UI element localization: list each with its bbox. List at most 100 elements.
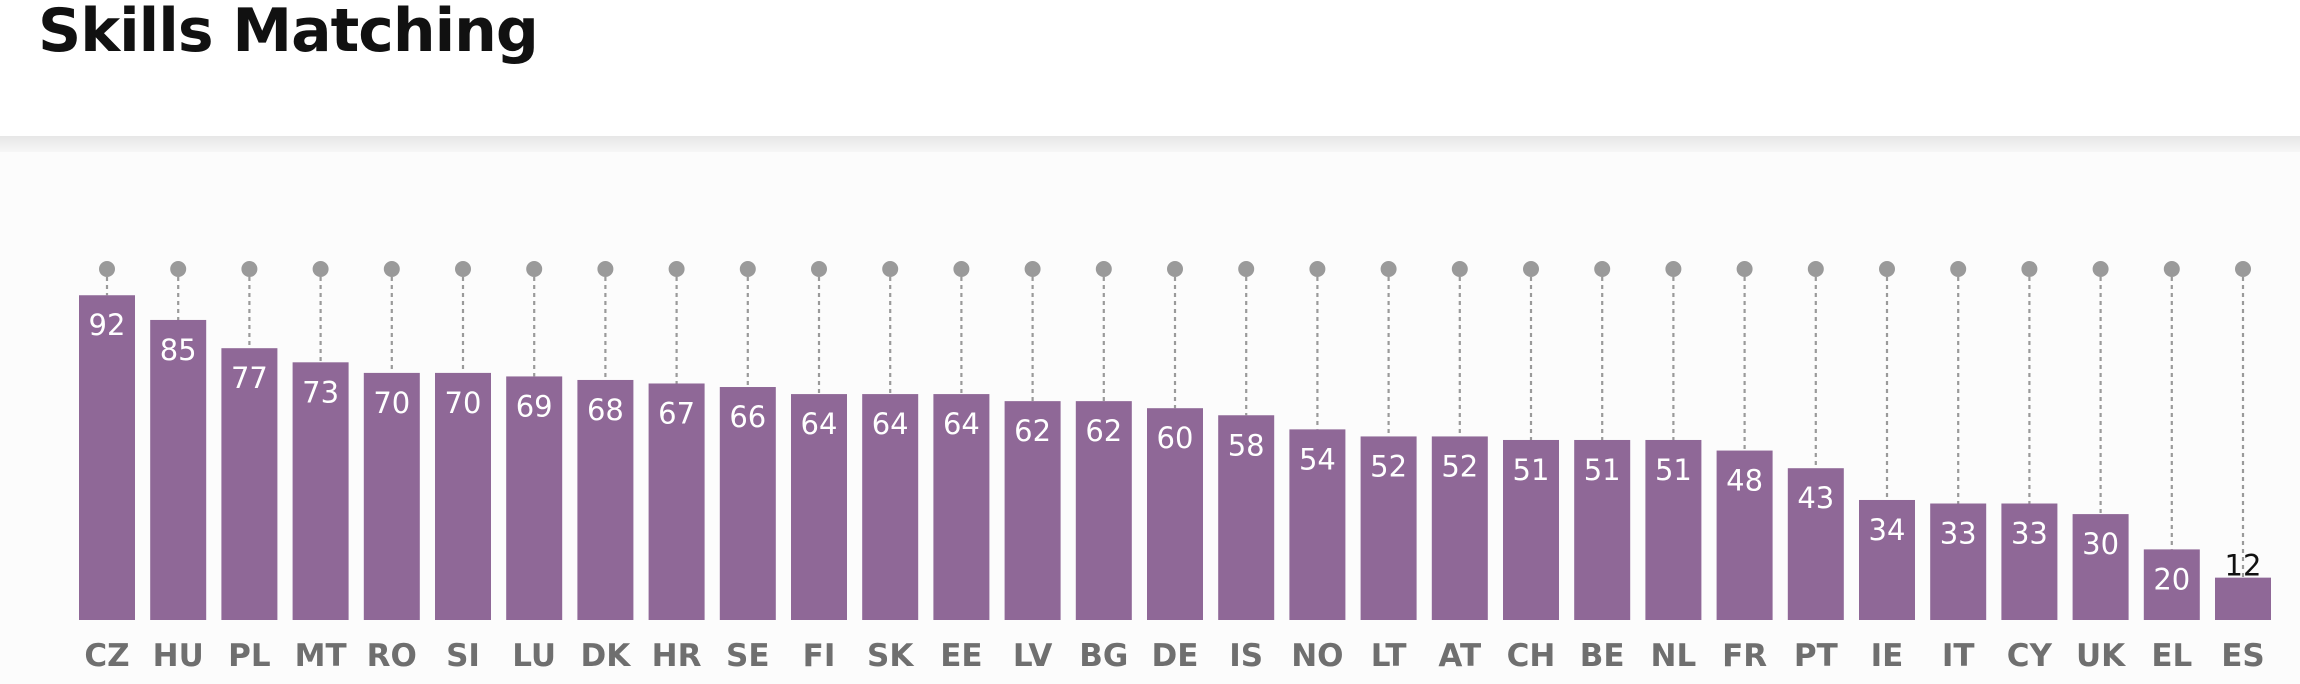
bar-dk: [577, 379, 634, 620]
value-label: 67: [658, 396, 695, 430]
value-label: 85: [160, 333, 197, 367]
category-label: CY: [2007, 638, 2053, 674]
value-label: 43: [1797, 481, 1834, 515]
page-title: Skills Matching: [38, 0, 539, 66]
bar-no: [1289, 429, 1346, 620]
category-label: LV: [1013, 638, 1052, 674]
bar-nl: [1645, 439, 1702, 620]
value-label: 64: [872, 407, 909, 441]
reference-dot: [2235, 261, 2251, 277]
bar-hr: [648, 383, 705, 620]
category-label: CH: [1507, 638, 1556, 674]
bar-at: [1431, 436, 1488, 620]
value-label: 52: [1370, 449, 1407, 483]
category-label: PL: [228, 638, 270, 674]
bar-de: [1147, 408, 1203, 620]
category-label: AT: [1438, 638, 1481, 674]
bar-cy: [2001, 503, 2058, 620]
value-label: 73: [302, 375, 339, 409]
value-label: 52: [1441, 449, 1478, 483]
reference-dot: [1167, 261, 1183, 277]
category-label: SE: [726, 638, 770, 674]
category-label: SK: [867, 638, 914, 674]
value-label: 70: [373, 386, 410, 420]
bar-lu: [506, 376, 563, 620]
value-label: 33: [1940, 517, 1977, 551]
value-label: 77: [231, 361, 268, 395]
reference-dot: [1309, 261, 1326, 277]
value-label: 12: [2225, 549, 2262, 583]
category-label: IE: [1871, 638, 1904, 674]
category-label: DE: [1152, 638, 1199, 674]
bar-pl: [221, 348, 278, 620]
reference-dot: [2163, 261, 2180, 277]
reference-dot: [1879, 261, 1895, 277]
bar-hu: [150, 319, 207, 620]
category-label: IT: [1942, 638, 1975, 674]
value-label: 69: [516, 389, 553, 423]
bar-lt: [1360, 436, 1417, 620]
value-label: 54: [1299, 442, 1336, 476]
reference-dot: [811, 261, 827, 277]
reference-dot: [2021, 261, 2038, 277]
category-label: HR: [652, 638, 702, 674]
bar-ie: [1859, 499, 1915, 620]
category-label: EL: [2151, 638, 2192, 674]
reference-dot: [1095, 261, 1112, 277]
value-label: 62: [1085, 414, 1122, 448]
value-label: 30: [2082, 527, 2119, 561]
reference-dot: [2092, 261, 2109, 277]
reference-dot: [170, 261, 187, 277]
reference-dot: [1594, 261, 1611, 277]
reference-dot: [99, 261, 115, 277]
category-label: CZ: [84, 638, 129, 674]
reference-dot: [1807, 261, 1824, 277]
bar-is: [1218, 415, 1275, 620]
reference-dot: [1665, 261, 1682, 277]
value-label: 58: [1228, 428, 1265, 462]
reference-dot: [882, 261, 899, 277]
value-label: 51: [1513, 453, 1550, 487]
bar-be: [1574, 439, 1631, 620]
value-label: 70: [445, 386, 482, 420]
category-label: SI: [446, 638, 480, 674]
reference-dot: [1451, 261, 1468, 277]
value-label: 34: [1869, 513, 1906, 547]
chart-panel: 92 CZ 85 HU 77 PL 73 MT 70 RO 70 SI 69 LU 68 DK 67 HR 66 SE…: [0, 152, 2300, 684]
reference-dot: [1523, 261, 1539, 277]
bar-ro: [363, 372, 420, 620]
value-label: 64: [801, 407, 838, 441]
reference-dot: [1736, 261, 1753, 277]
bar-uk: [2072, 514, 2129, 620]
reference-dot: [1024, 261, 1041, 277]
value-label: 62: [1014, 414, 1051, 448]
value-label: 33: [2011, 517, 2048, 551]
category-label: LT: [1371, 638, 1407, 674]
bar-mt: [292, 362, 349, 620]
category-label: RO: [367, 638, 417, 674]
value-label: 66: [729, 400, 766, 434]
category-label: HU: [153, 638, 204, 674]
value-label: 48: [1726, 464, 1763, 498]
bar-ee: [933, 394, 990, 620]
bar-cz: [79, 295, 135, 620]
value-label: 60: [1157, 421, 1194, 455]
reference-dot: [1950, 261, 1967, 277]
bar-el: [2143, 549, 2200, 620]
category-label: EE: [940, 638, 982, 674]
value-label: 68: [587, 393, 624, 427]
bar-bg: [1075, 401, 1132, 620]
reference-dot: [1380, 261, 1397, 277]
bar-it: [1930, 503, 1987, 620]
category-label: NL: [1651, 638, 1697, 674]
category-label: IS: [1229, 638, 1263, 674]
bar-es: [2215, 577, 2271, 620]
category-label: DK: [581, 638, 632, 674]
value-label: 51: [1584, 453, 1621, 487]
reference-dot: [241, 261, 258, 277]
reference-dot: [312, 261, 329, 277]
category-label: NO: [1291, 638, 1343, 674]
header-divider: [0, 136, 2300, 152]
reference-dot: [597, 261, 614, 277]
category-label: ES: [2221, 638, 2265, 674]
